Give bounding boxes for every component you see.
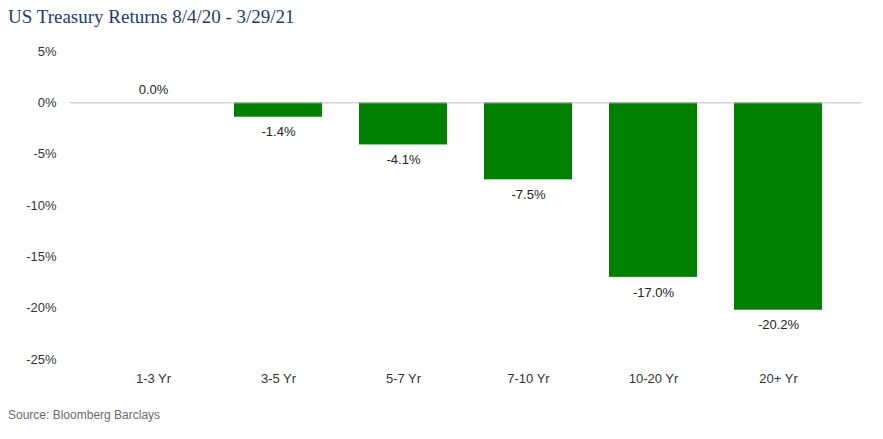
svg-text:-20%: -20% bbox=[26, 300, 57, 315]
svg-text:-4.1%: -4.1% bbox=[387, 152, 421, 167]
html-text:Source: Bloomberg Barclays: Source: Bloomberg Barclays bbox=[8, 408, 161, 422]
svg-text:20+ Yr: 20+ Yr bbox=[759, 371, 798, 386]
svg-text:-7.5%: -7.5% bbox=[512, 187, 546, 202]
svg-text:-20.2%: -20.2% bbox=[758, 317, 800, 332]
svg-text:10-20 Yr: 10-20 Yr bbox=[629, 371, 679, 386]
svg-text:-5%: -5% bbox=[33, 146, 57, 161]
svg-text:0.0%: 0.0% bbox=[139, 82, 169, 97]
svg-text:5-7 Yr: 5-7 Yr bbox=[386, 371, 422, 386]
svg-text:-1.4%: -1.4% bbox=[262, 124, 296, 139]
svg-text:-25%: -25% bbox=[26, 352, 57, 367]
svg-text:0%: 0% bbox=[38, 95, 57, 110]
html-text:US Treasury Returns 8/4/20 - 3: US Treasury Returns 8/4/20 - 3/29/21 bbox=[8, 6, 295, 27]
svg-text:-10%: -10% bbox=[26, 198, 57, 213]
svg-text:7-10 Yr: 7-10 Yr bbox=[507, 371, 550, 386]
svg-text:-15%: -15% bbox=[26, 249, 57, 264]
svg-text:1-3 Yr: 1-3 Yr bbox=[136, 371, 172, 386]
svg-text:5%: 5% bbox=[38, 44, 57, 59]
svg-text:-17.0%: -17.0% bbox=[633, 285, 675, 300]
svg-text:3-5 Yr: 3-5 Yr bbox=[261, 371, 297, 386]
